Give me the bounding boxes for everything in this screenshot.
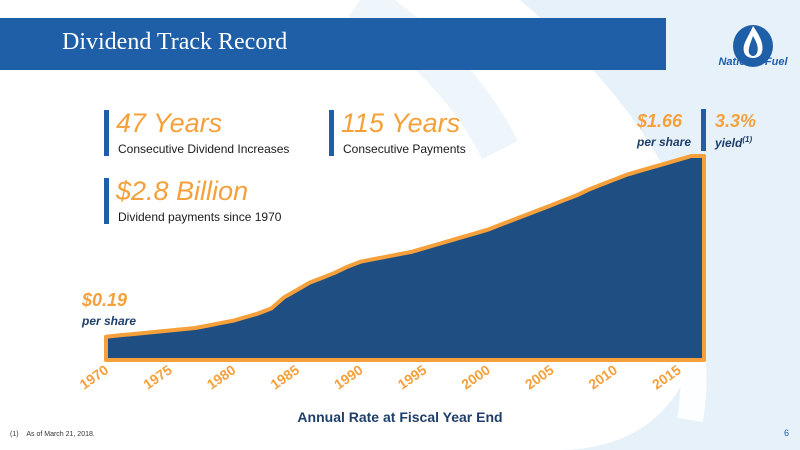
x-tick-label: 2015: [649, 361, 684, 392]
x-tick-label: 1990: [331, 361, 366, 392]
x-axis-label: Annual Rate at Fiscal Year End: [297, 409, 503, 425]
yield-sub: yield(1): [715, 135, 752, 150]
footnote-marker: (1): [10, 431, 19, 438]
x-tick-label: 1985: [267, 361, 302, 392]
start-dividend-sub: per share: [82, 314, 137, 328]
x-tick-label: 2005: [522, 361, 557, 392]
end-dividend-value: $1.66: [637, 111, 683, 131]
stat-accent-bar: [104, 110, 109, 156]
stat-caption: Consecutive Dividend Increases: [118, 142, 290, 156]
stat-value: 47 Years: [116, 108, 223, 138]
x-tick-label: 2000: [458, 361, 493, 392]
end-dividend-sub: per share: [637, 135, 692, 149]
x-tick-label: 1975: [140, 361, 175, 392]
stat-value: $2.8 Billion: [116, 176, 249, 206]
yield-value: 3.3%: [715, 111, 757, 131]
dividend-area-series: [104, 154, 706, 362]
logo-text: National Fuel: [718, 56, 788, 68]
start-dividend-value: $0.19: [82, 290, 128, 310]
stat-caption: Consecutive Payments: [343, 142, 466, 156]
stat-accent-bar: [104, 178, 109, 224]
slide-title: Dividend Track Record: [62, 29, 288, 55]
flame-logo-icon: [733, 25, 773, 67]
stat-accent-bar: [329, 110, 334, 156]
title-bar: [0, 18, 666, 70]
page-number: 6: [784, 428, 790, 438]
x-tick-label: 1970: [77, 361, 112, 392]
yield-label: yield: [715, 136, 743, 150]
yield-footnote-ref: (1): [742, 135, 753, 144]
x-tick-label: 1995: [395, 361, 430, 392]
stat-caption: Dividend payments since 1970: [118, 210, 282, 224]
callout-separator: [701, 109, 706, 151]
x-tick-label: 2010: [585, 361, 620, 392]
footnote-text: As of March 21, 2018.: [26, 431, 95, 438]
footnote: (1) As of March 21, 2018.: [10, 431, 95, 438]
x-tick-label: 1980: [204, 361, 239, 392]
stat-value: 115 Years: [341, 108, 461, 138]
